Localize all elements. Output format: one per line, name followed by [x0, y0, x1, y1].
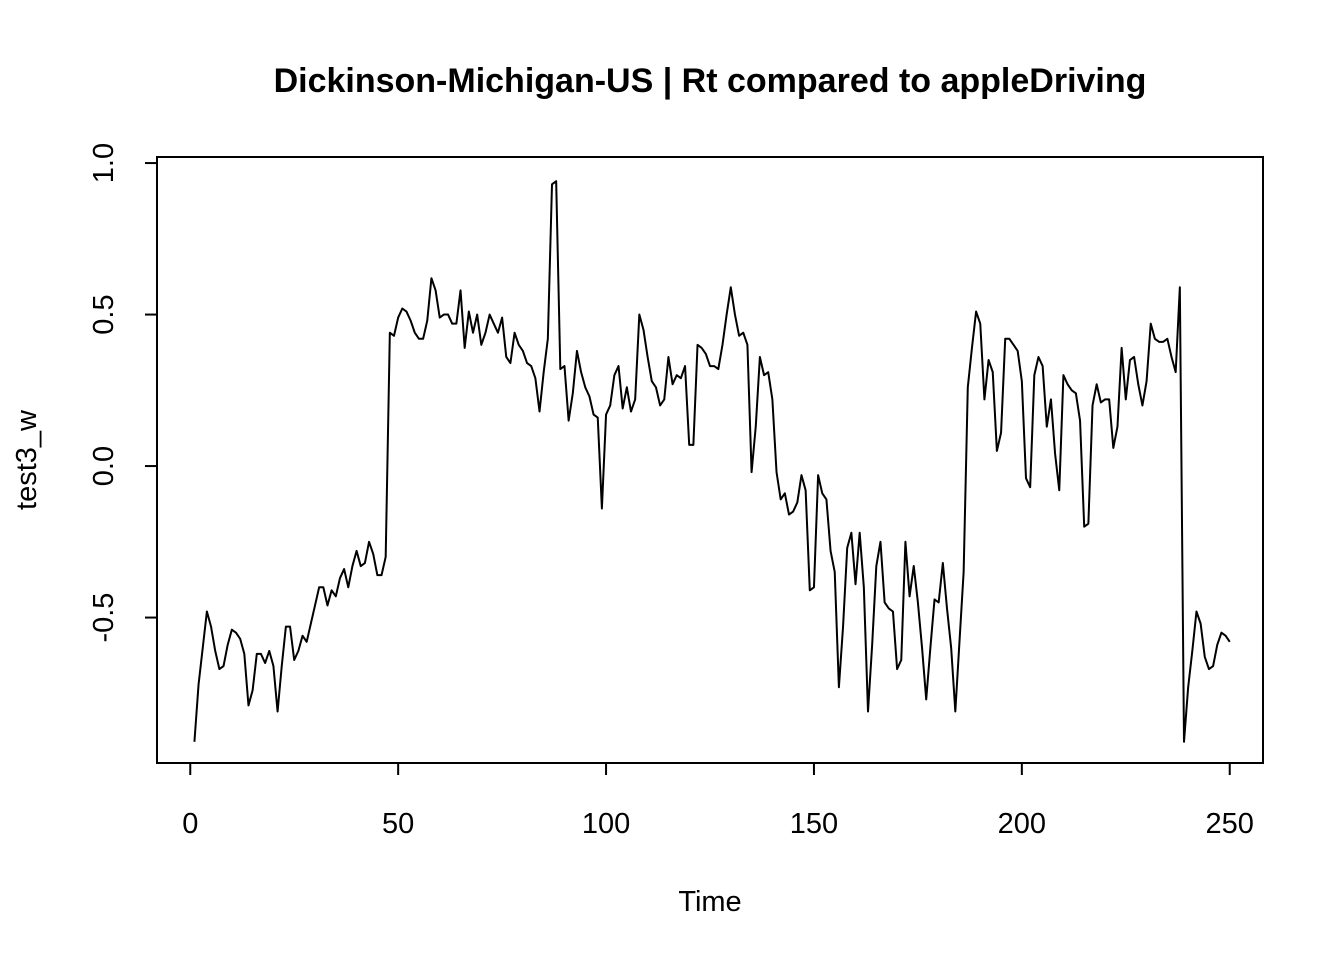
y-tick-label: 1.0 — [88, 143, 120, 183]
chart-title: Dickinson-Michigan-US | Rt compared to a… — [274, 62, 1147, 100]
series-group — [193, 180, 1231, 743]
y-axis: -0.5 0.0 0.5 1.0 — [88, 143, 158, 643]
plot-box — [156, 156, 1264, 764]
y-axis-label: test3_w — [11, 409, 43, 510]
x-tick-label: 50 — [382, 808, 414, 840]
y-tick-label: 0.0 — [88, 446, 120, 486]
x-tick-label: 200 — [998, 808, 1046, 840]
y-tick-label: -0.5 — [88, 593, 120, 643]
x-tick-label: 250 — [1206, 808, 1254, 840]
x-tick-label: 0 — [182, 808, 198, 840]
series-line-1 — [193, 180, 1231, 743]
x-axis-label: Time — [678, 886, 741, 918]
x-tick-label: 150 — [790, 808, 838, 840]
x-axis: 0 50 100 150 200 250 — [182, 762, 1254, 840]
x-tick-label: 100 — [582, 808, 630, 840]
y-tick-label: 0.5 — [88, 294, 120, 334]
